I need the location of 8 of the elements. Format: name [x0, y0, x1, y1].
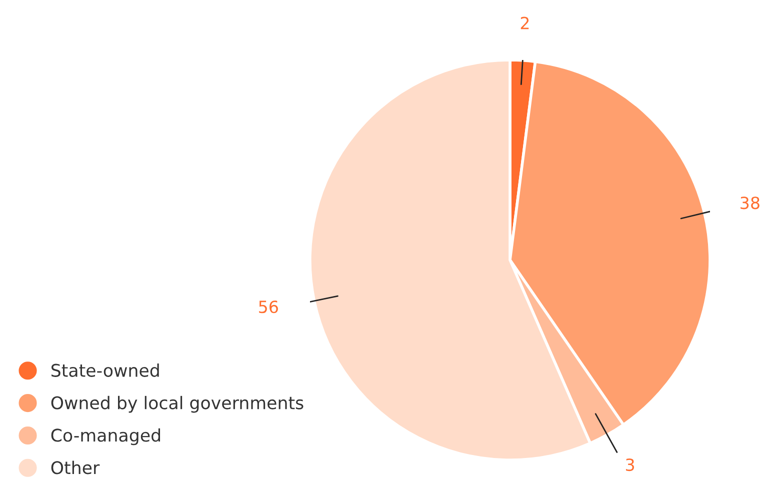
legend-label: State-owned [51, 364, 159, 377]
legend-label: Owned by local governments [51, 396, 304, 413]
data-label: 56 [259, 300, 278, 314]
legend-label: Other [51, 460, 100, 474]
data-label: 3 [626, 458, 634, 472]
data-label: 2 [520, 16, 529, 30]
legend-label: Co-managed [51, 428, 160, 446]
data-label: 38 [740, 196, 760, 210]
